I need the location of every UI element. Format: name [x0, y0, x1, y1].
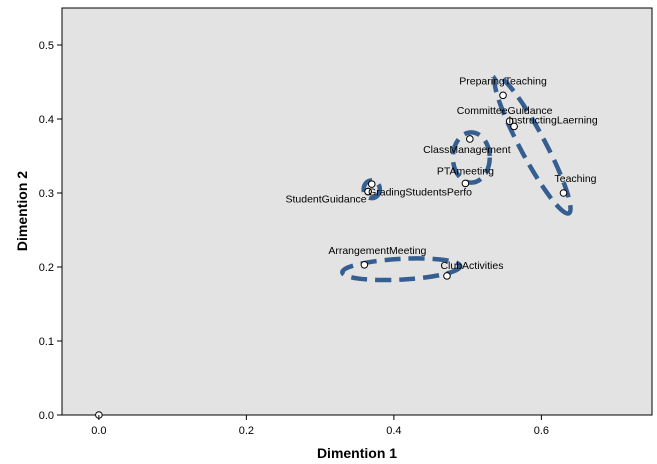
data-point: [360, 260, 369, 269]
data-point: [466, 135, 474, 143]
x-tick-label: 0.0: [91, 425, 106, 437]
point-label: InstructingLaerning: [508, 114, 597, 126]
data-point: [364, 187, 372, 196]
cluster-outlines: [340, 74, 573, 283]
y-tick-label: 0.3: [39, 188, 54, 200]
plot-area: [61, 7, 653, 416]
data-point: [443, 272, 451, 280]
point-label: PreparingTeaching: [459, 75, 547, 87]
data-point: [499, 91, 507, 100]
point-labels: PreparingTeaching CommitteeGuidanceInstru…: [285, 75, 597, 272]
data-point: [505, 117, 514, 126]
point-label: StudentGuidance: [285, 194, 366, 206]
y-tick-label: 0.1: [39, 336, 54, 348]
y-axis-ticks: 0.0 0.1 0.2 0.3 0.4 0.5: [39, 40, 62, 422]
point-label: CommitteeGuidance: [457, 105, 553, 117]
cluster-outline: [450, 130, 492, 185]
point-label: ArrangementMeeting: [328, 245, 426, 257]
y-axis-title: Dimention 2: [14, 171, 30, 251]
x-axis-title: Dimention 1: [317, 445, 397, 461]
x-tick-label: 0.2: [239, 425, 254, 437]
data-points: [95, 91, 568, 419]
x-axis-ticks: 0.0 0.2 0.4 0.6: [91, 415, 549, 437]
y-tick-label: 0.4: [39, 114, 54, 126]
point-label: GradingStudentsPerfo: [368, 187, 472, 199]
data-point: [367, 180, 376, 188]
x-tick-label: 0.6: [534, 425, 549, 437]
data-point: [559, 189, 568, 197]
point-label: Teaching: [554, 173, 596, 185]
y-tick-label: 0.0: [39, 410, 54, 422]
cluster-outline: [340, 256, 463, 283]
point-label: ClassManagement: [423, 144, 511, 156]
point-label: ClubActivities: [440, 260, 503, 272]
point-label: PTAmeeting: [437, 165, 494, 177]
x-tick-label: 0.4: [386, 425, 401, 437]
data-point: [461, 179, 470, 188]
data-point: [510, 122, 518, 131]
cluster-outline: [492, 74, 573, 216]
y-tick-label: 0.2: [39, 262, 54, 274]
y-tick-label: 0.5: [39, 40, 54, 52]
